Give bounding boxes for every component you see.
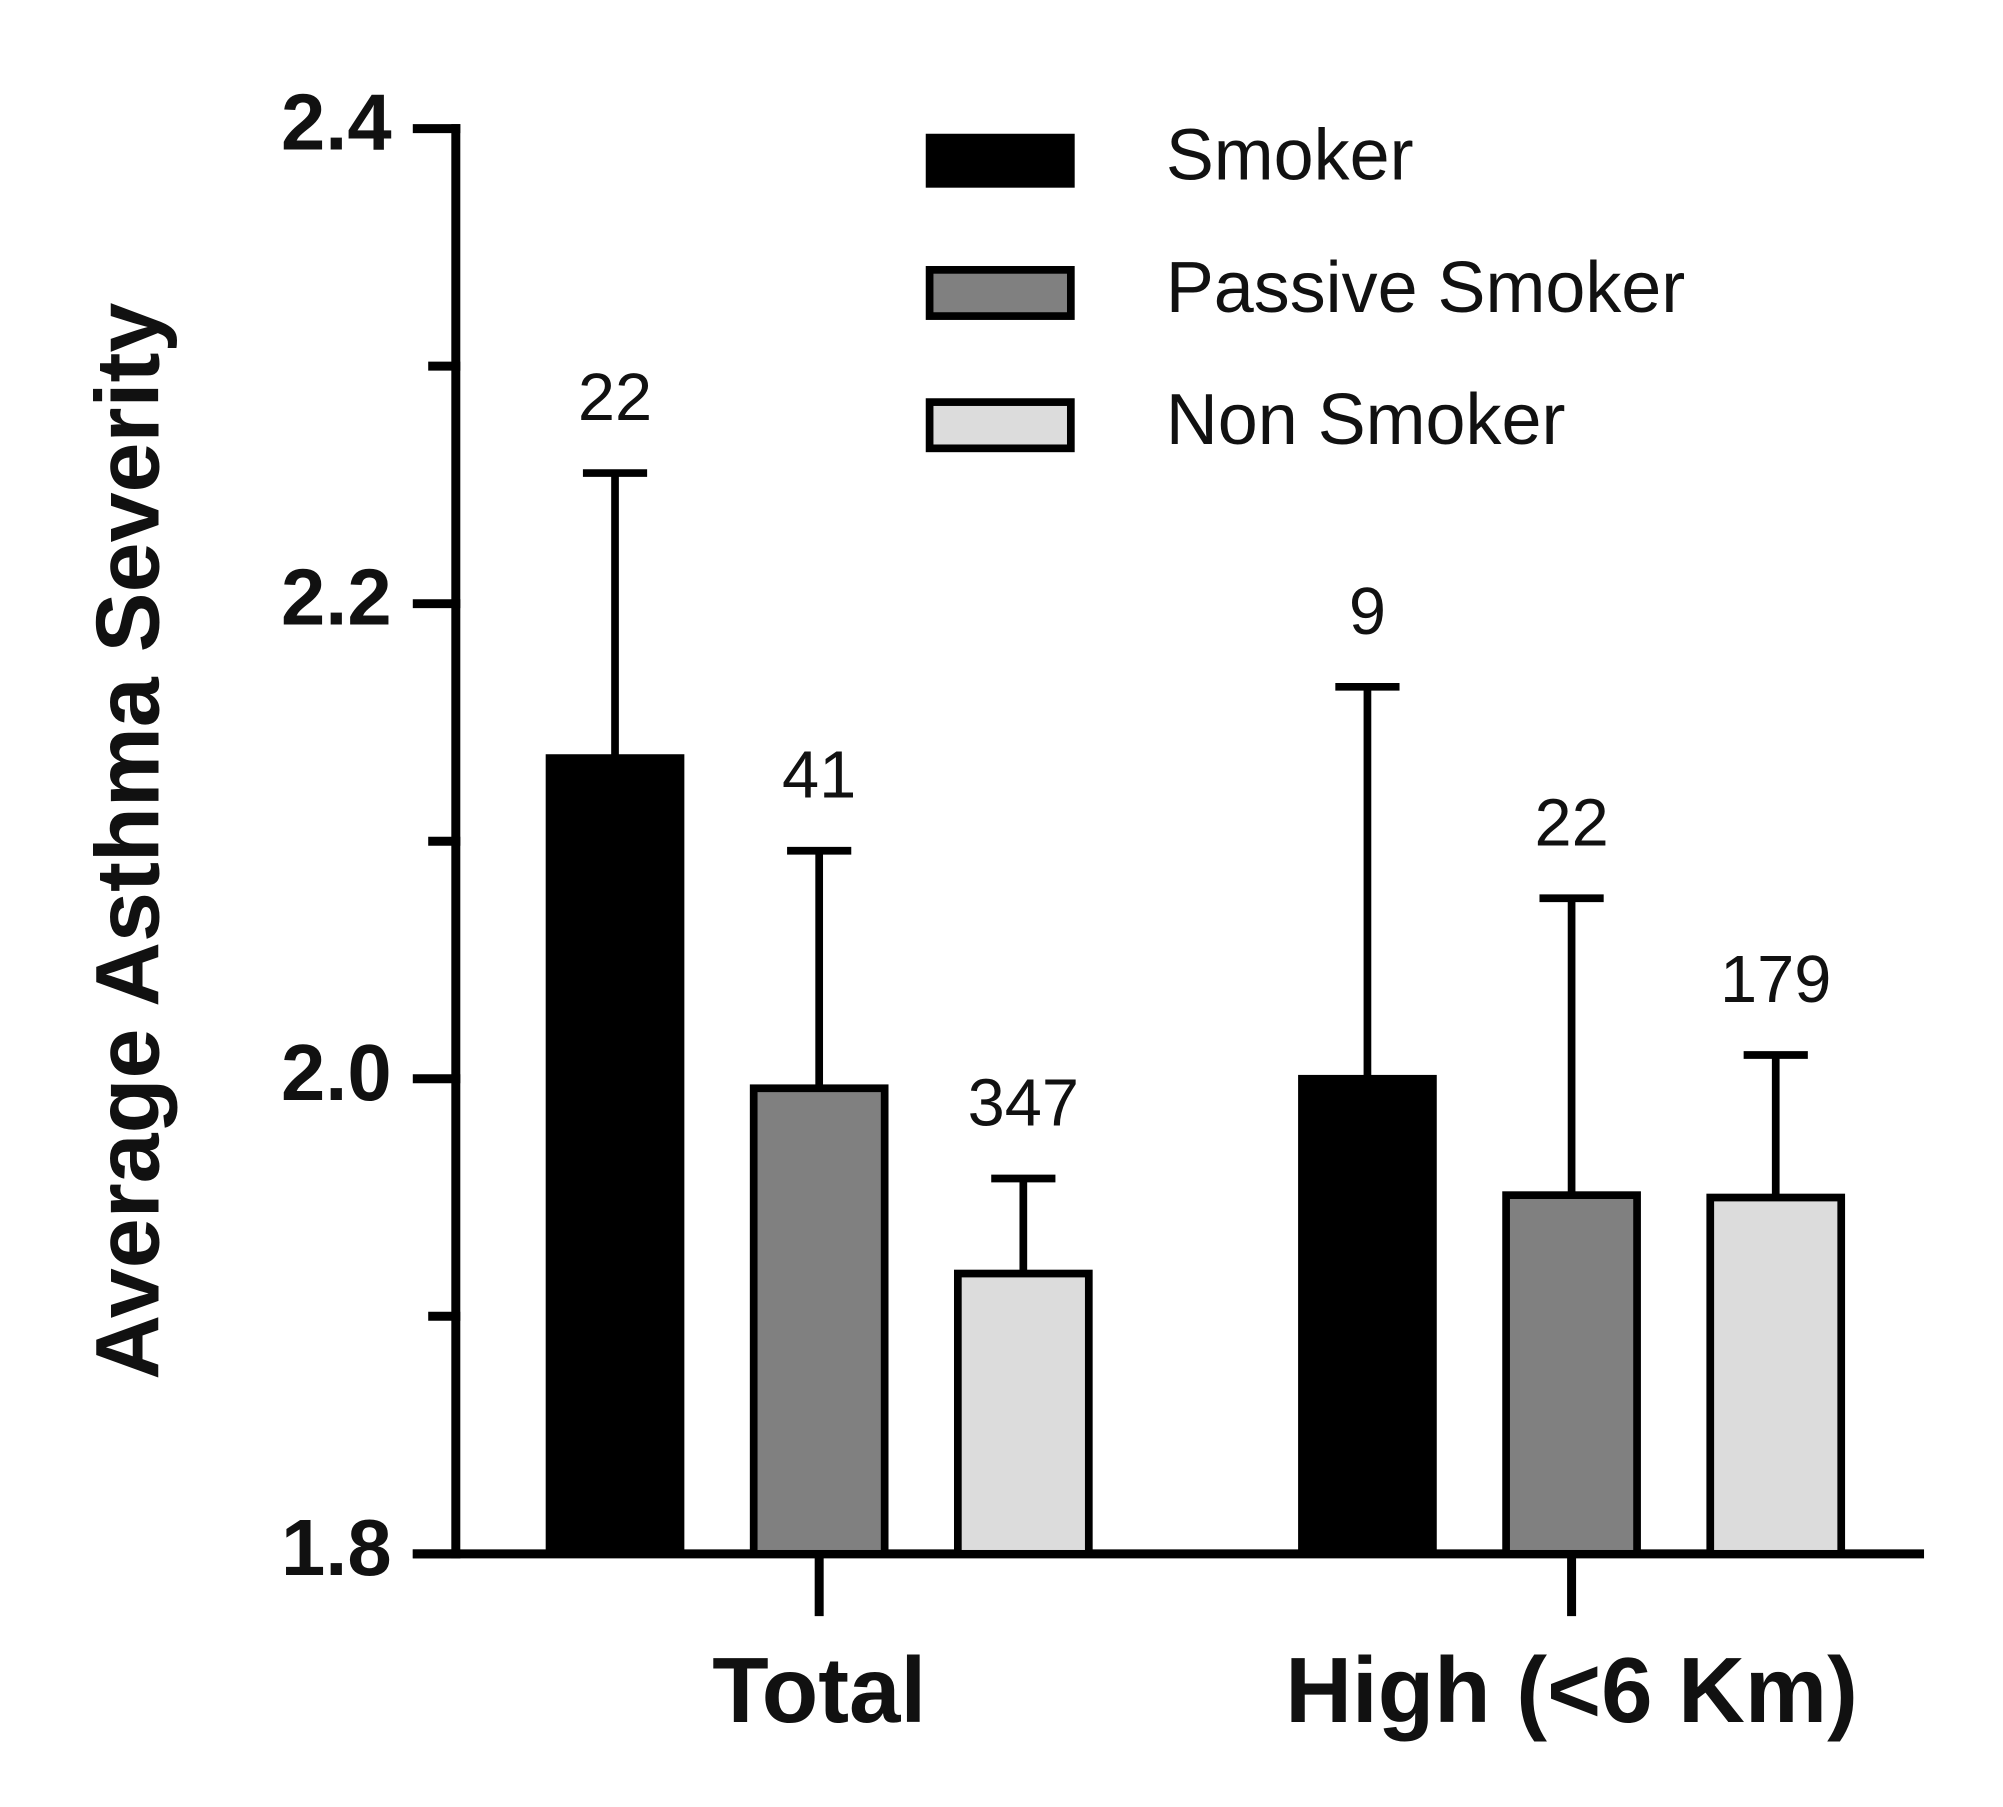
x-tick-label: High (<6 Km) <box>1285 1638 1858 1742</box>
bar <box>1706 1193 1846 1558</box>
sample-size-label: 179 <box>1720 943 1831 1017</box>
y-tick-label: 2.0 <box>281 1028 392 1117</box>
sample-size-label: 41 <box>782 739 856 813</box>
legend-swatch <box>925 133 1075 188</box>
bar <box>749 1084 889 1558</box>
y-tick-label: 2.2 <box>281 553 392 642</box>
y-tick-label: 2.4 <box>281 78 392 167</box>
bar <box>545 754 685 1558</box>
sample-size-label: 22 <box>1534 786 1608 860</box>
legend-label: Non Smoker <box>1166 380 1566 460</box>
sample-size-label: 22 <box>578 361 652 435</box>
legend-label: Passive Smoker <box>1166 248 1685 328</box>
legend-swatch <box>925 266 1075 320</box>
sample-size-label: 347 <box>968 1067 1079 1141</box>
sample-size-label: 9 <box>1349 575 1386 649</box>
bar <box>953 1269 1093 1558</box>
x-tick-label: Total <box>712 1638 926 1742</box>
legend-label: Smoker <box>1166 116 1414 196</box>
y-tick-label: 1.8 <box>281 1503 392 1592</box>
legend-swatch <box>925 398 1075 453</box>
y-axis-label: Average Asthma Severity <box>79 303 179 1380</box>
bar <box>1298 1074 1437 1558</box>
bar <box>1502 1191 1641 1558</box>
